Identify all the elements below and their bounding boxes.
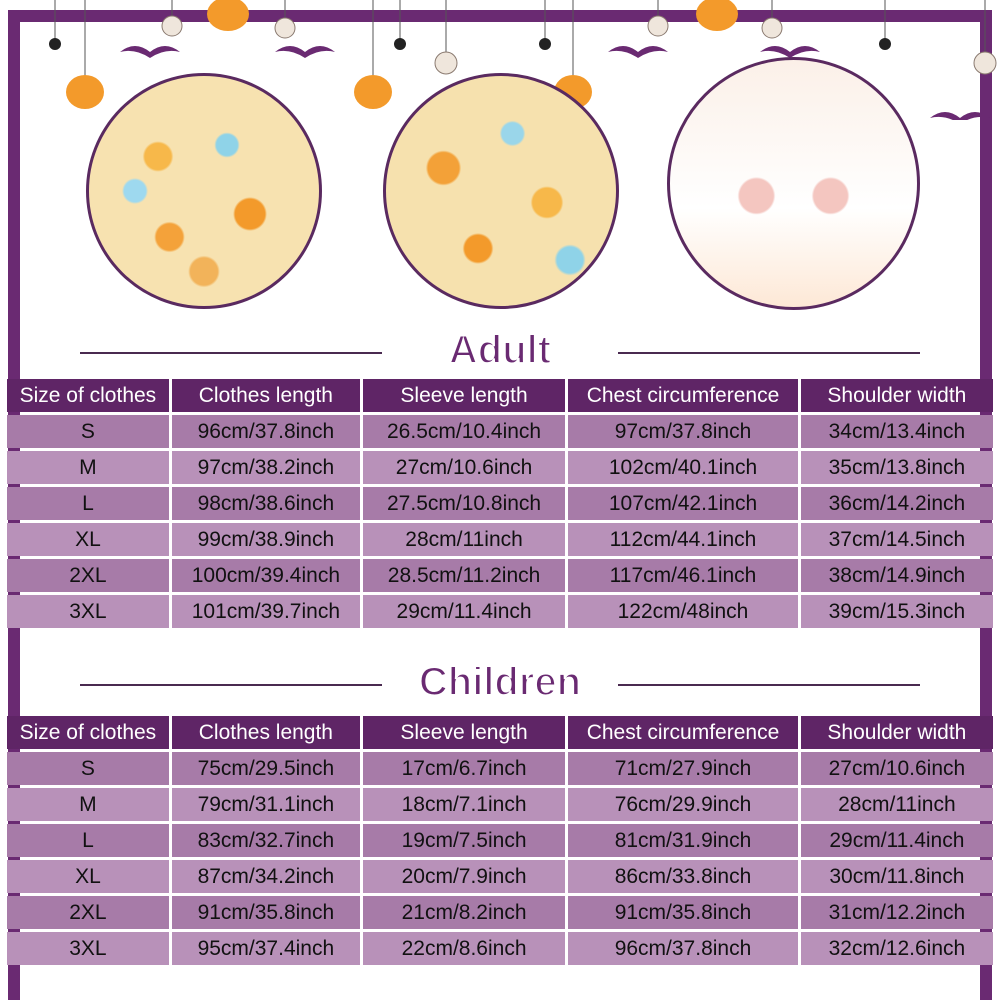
header-sleeve-length: Sleeve length [362,716,566,749]
table-row: 3XL 95cm/37.4inch 22cm/8.6inch 96cm/37.8… [7,932,993,965]
chest-cell: 96cm/37.8inch [568,932,798,965]
table-row: 2XL 100cm/39.4inch 28.5cm/11.2inch 117cm… [7,559,993,592]
collar-closeup-photo [667,57,920,310]
table-row: M 97cm/38.2inch 27cm/10.6inch 102cm/40.1… [7,451,993,484]
clothes-length-cell: 91cm/35.8inch [171,896,360,929]
shoulder-cell: 39cm/15.3inch [800,595,993,628]
size-cell: L [7,824,169,857]
size-cell: 3XL [7,595,169,628]
table-row: XL 87cm/34.2inch 20cm/7.9inch 86cm/33.8i… [7,860,993,893]
header-clothes-length: Clothes length [171,379,360,412]
spider-icon [49,38,891,50]
header-shoulder-width: Shoulder width [800,379,993,412]
table-row: 2XL 91cm/35.8inch 21cm/8.2inch 91cm/35.8… [7,896,993,929]
sleeve-length-cell: 26.5cm/10.4inch [362,415,566,448]
size-cell: M [7,788,169,821]
children-size-table: Size of clothes Clothes length Sleeve le… [4,713,996,968]
chest-cell: 86cm/33.8inch [568,860,798,893]
sleeve-length-cell: 20cm/7.9inch [362,860,566,893]
table-row: S 75cm/29.5inch 17cm/6.7inch 71cm/27.9in… [7,752,993,785]
chest-cell: 97cm/37.8inch [568,415,798,448]
chest-cell: 76cm/29.9inch [568,788,798,821]
shoulder-cell: 35cm/13.8inch [800,451,993,484]
adult-size-table: Size of clothes Clothes length Sleeve le… [4,376,996,631]
shoulder-cell: 34cm/13.4inch [800,415,993,448]
shoulder-cell: 28cm/11inch [800,788,993,821]
chest-cell: 122cm/48inch [568,595,798,628]
adult-divider-right [618,352,920,354]
hem-closeup-photo [383,73,619,309]
sleeve-length-cell: 27cm/10.6inch [362,451,566,484]
skull-icon [161,15,997,75]
shoulder-cell: 30cm/11.8inch [800,860,993,893]
size-cell: XL [7,523,169,556]
top-border [8,10,992,22]
children-divider-left [80,684,382,686]
sleeve-length-cell: 19cm/7.5inch [362,824,566,857]
sleeve-length-cell: 27.5cm/10.8inch [362,487,566,520]
sleeve-length-cell: 17cm/6.7inch [362,752,566,785]
sleeve-length-cell: 29cm/11.4inch [362,595,566,628]
clothes-length-cell: 75cm/29.5inch [171,752,360,785]
adult-divider-left [80,352,382,354]
table-row: M 79cm/31.1inch 18cm/7.1inch 76cm/29.9in… [7,788,993,821]
clothes-length-cell: 95cm/37.4inch [171,932,360,965]
size-cell: M [7,451,169,484]
header-chest-circumference: Chest circumference [568,379,798,412]
table-row: S 96cm/37.8inch 26.5cm/10.4inch 97cm/37.… [7,415,993,448]
bat-icon [120,46,990,120]
table-row: XL 99cm/38.9inch 28cm/11inch 112cm/44.1i… [7,523,993,556]
clothes-length-cell: 100cm/39.4inch [171,559,360,592]
shoulder-cell: 31cm/12.2inch [800,896,993,929]
clothes-length-cell: 79cm/31.1inch [171,788,360,821]
clothes-length-cell: 99cm/38.9inch [171,523,360,556]
table-row: L 98cm/38.6inch 27.5cm/10.8inch 107cm/42… [7,487,993,520]
shoulder-cell: 27cm/10.6inch [800,752,993,785]
header-chest-circumference: Chest circumference [568,716,798,749]
table-row: 3XL 101cm/39.7inch 29cm/11.4inch 122cm/4… [7,595,993,628]
size-cell: L [7,487,169,520]
chest-cell: 91cm/35.8inch [568,896,798,929]
shoulder-cell: 29cm/11.4inch [800,824,993,857]
table-header-row: Size of clothes Clothes length Sleeve le… [7,379,993,412]
chest-cell: 102cm/40.1inch [568,451,798,484]
chest-cell: 112cm/44.1inch [568,523,798,556]
clothes-length-cell: 96cm/37.8inch [171,415,360,448]
sleeve-length-cell: 28cm/11inch [362,523,566,556]
size-cell: 3XL [7,932,169,965]
adult-section-title: Adult [448,327,552,373]
sleeve-length-cell: 21cm/8.2inch [362,896,566,929]
shoulder-cell: 32cm/12.6inch [800,932,993,965]
table-row: L 83cm/32.7inch 19cm/7.5inch 81cm/31.9in… [7,824,993,857]
table-header-row: Size of clothes Clothes length Sleeve le… [7,716,993,749]
chest-cell: 117cm/46.1inch [568,559,798,592]
clothes-length-cell: 83cm/32.7inch [171,824,360,857]
clothes-length-cell: 97cm/38.2inch [171,451,360,484]
children-section-title: Children [418,659,582,705]
clothes-length-cell: 98cm/38.6inch [171,487,360,520]
header-size: Size of clothes [7,716,169,749]
header-shoulder-width: Shoulder width [800,716,993,749]
size-cell: S [7,415,169,448]
header-size: Size of clothes [7,379,169,412]
chest-cell: 71cm/27.9inch [568,752,798,785]
shoulder-cell: 38cm/14.9inch [800,559,993,592]
shoulder-cell: 37cm/14.5inch [800,523,993,556]
size-cell: 2XL [7,559,169,592]
size-cell: S [7,752,169,785]
header-sleeve-length: Sleeve length [362,379,566,412]
children-divider-right [618,684,920,686]
header-clothes-length: Clothes length [171,716,360,749]
chest-cell: 107cm/42.1inch [568,487,798,520]
chest-cell: 81cm/31.9inch [568,824,798,857]
size-cell: 2XL [7,896,169,929]
sleeve-length-cell: 18cm/7.1inch [362,788,566,821]
clothes-length-cell: 101cm/39.7inch [171,595,360,628]
size-cell: XL [7,860,169,893]
fabric-closeup-photo [86,73,322,309]
clothes-length-cell: 87cm/34.2inch [171,860,360,893]
shoulder-cell: 36cm/14.2inch [800,487,993,520]
sleeve-length-cell: 22cm/8.6inch [362,932,566,965]
sleeve-length-cell: 28.5cm/11.2inch [362,559,566,592]
